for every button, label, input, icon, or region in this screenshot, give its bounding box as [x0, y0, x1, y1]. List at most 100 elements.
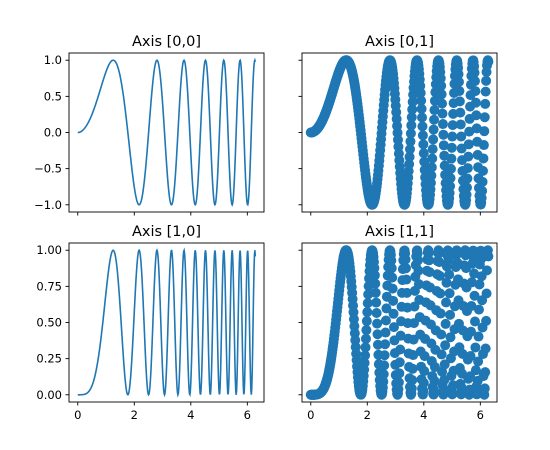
- scatter-point: [470, 365, 481, 376]
- scatter-point: [386, 255, 397, 266]
- scatter-point: [483, 251, 494, 262]
- scatter-point: [429, 114, 440, 125]
- scatter-point: [436, 349, 447, 360]
- scatter-point: [427, 144, 438, 155]
- scatter-point: [471, 123, 482, 134]
- scatter-point: [452, 247, 463, 258]
- scatter-point: [418, 139, 429, 150]
- y-tick-label: 0.5: [44, 89, 62, 103]
- scatter-point: [416, 95, 427, 106]
- scatter-point: [413, 265, 424, 276]
- scatter-point: [407, 96, 418, 107]
- scatter-point: [417, 130, 428, 141]
- scatter-point: [361, 316, 372, 327]
- y-tick-label: 1.00: [36, 243, 62, 257]
- scatter-point: [361, 325, 372, 336]
- scatter-point: [438, 140, 449, 151]
- scatter-point: [405, 128, 416, 139]
- scatter-point: [378, 376, 389, 387]
- scatter-point: [401, 274, 412, 285]
- scatter-point: [465, 351, 476, 362]
- scatter-point: [387, 272, 398, 283]
- scatter-point: [481, 265, 492, 276]
- x-tick-label: 6: [244, 408, 251, 422]
- scatter-point: [478, 153, 489, 164]
- scatter-point: [370, 287, 381, 298]
- scatter-point: [478, 140, 489, 151]
- scatter-point: [445, 332, 456, 343]
- scatter-point: [437, 119, 448, 130]
- scatter-points-3: [305, 245, 494, 400]
- scatter-point: [479, 383, 490, 394]
- y-tick-label: 0.25: [36, 352, 62, 366]
- scatter-point: [470, 86, 481, 97]
- scatter-point: [400, 254, 411, 265]
- scatter-point: [388, 322, 399, 333]
- y-tick-label: 0.50: [36, 316, 62, 330]
- scatter-point: [404, 159, 415, 170]
- scatter-point: [388, 295, 399, 306]
- scatter-point: [372, 329, 383, 340]
- scatter-point: [464, 126, 475, 137]
- scatter-point: [406, 120, 417, 131]
- scatter-point: [445, 173, 456, 184]
- scatter-point: [436, 80, 447, 91]
- scatter-point: [417, 112, 428, 123]
- subplot-title: Axis [1,1]: [365, 224, 434, 240]
- scatter-point: [386, 263, 397, 274]
- scatter-point: [477, 176, 488, 187]
- scatter-point: [463, 139, 474, 150]
- scatter-point: [405, 144, 415, 155]
- scatter-point: [404, 151, 415, 162]
- scatter-point: [454, 96, 465, 107]
- scatter-point: [436, 329, 447, 340]
- scatter-point: [428, 134, 439, 145]
- scatter-point: [408, 350, 419, 361]
- scatter-point: [436, 89, 447, 100]
- scatter-point: [369, 270, 380, 281]
- scatter-point: [447, 131, 458, 142]
- scatter-point: [388, 308, 399, 319]
- x-tick-label: 4: [187, 408, 194, 422]
- scatter-point: [434, 257, 445, 268]
- y-tick-label: −1.0: [34, 198, 62, 212]
- scatter-point: [477, 185, 488, 196]
- scatter-point: [483, 56, 494, 67]
- subplot-title: Axis [1,0]: [132, 224, 201, 240]
- scatter-point: [481, 288, 492, 299]
- scatter-point: [454, 86, 465, 97]
- subplots: 1.0 0.5 0.0 −0.5 −1.0 Axis [0,0] Axis [0,1] 1.0…: [34, 34, 498, 422]
- scatter-point: [479, 126, 490, 137]
- x-tick-label: 4: [420, 408, 427, 422]
- scatter-point: [378, 369, 389, 380]
- scatter-point: [360, 350, 371, 361]
- scatter-point: [419, 156, 430, 167]
- scatter-point: [429, 385, 440, 396]
- scatter-point: [371, 307, 382, 318]
- scatter-point: [435, 308, 446, 319]
- scatter-point: [473, 304, 484, 315]
- scatter-point: [419, 366, 430, 377]
- scatter-point: [413, 255, 424, 266]
- scatter-point: [443, 247, 454, 258]
- scatter-point: [453, 69, 464, 80]
- scatter-point: [395, 344, 406, 355]
- scatter-point: [445, 309, 456, 320]
- scatter-point: [480, 86, 491, 97]
- scatter-point: [461, 189, 472, 200]
- scatter-point: [406, 112, 417, 123]
- scatter-point: [429, 375, 440, 386]
- scatter-point: [441, 297, 452, 308]
- scatter-point: [394, 368, 405, 379]
- scatter-point: [480, 98, 491, 109]
- scatter-point: [415, 87, 426, 98]
- series-line-2: [77, 247, 257, 398]
- scatter-point: [438, 385, 449, 396]
- scatter-point: [360, 342, 371, 353]
- scatter-point: [437, 108, 448, 119]
- scatter-point: [469, 268, 480, 279]
- scatter-point: [418, 148, 429, 159]
- scatter-point: [429, 105, 440, 116]
- scatter-point: [395, 330, 406, 341]
